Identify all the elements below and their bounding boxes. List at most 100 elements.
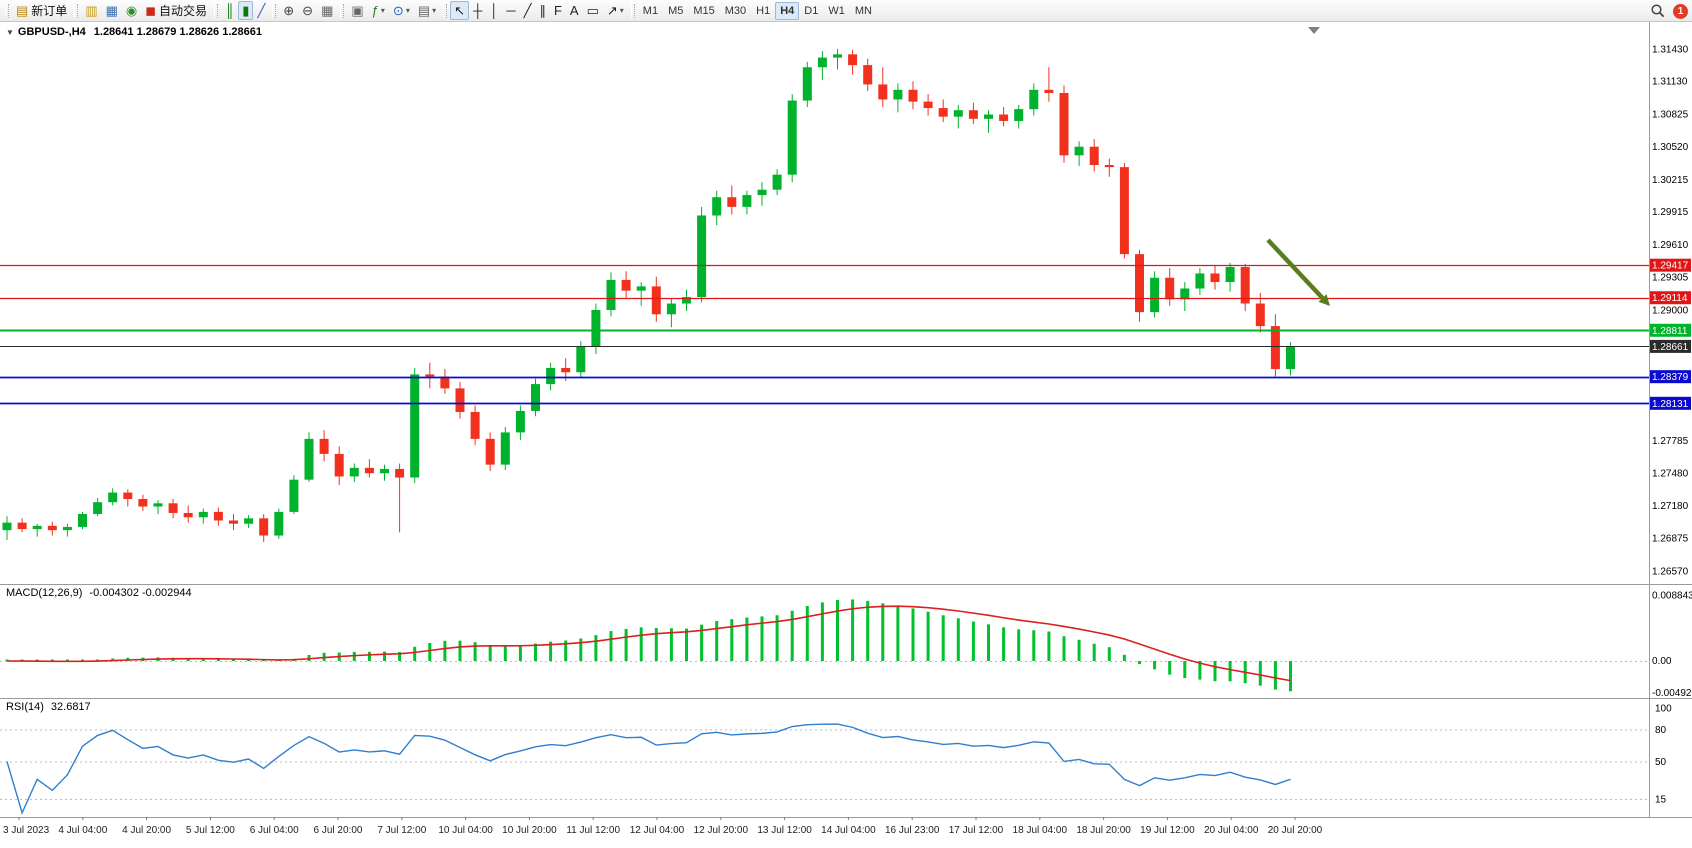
arrows-button[interactable]: ↗ ▾ bbox=[603, 1, 628, 20]
candlestick[interactable] bbox=[621, 271, 631, 299]
candlestick[interactable] bbox=[289, 475, 299, 515]
candlestick[interactable] bbox=[304, 432, 314, 482]
candlestick[interactable] bbox=[440, 369, 450, 394]
candlestick[interactable] bbox=[1074, 141, 1084, 167]
label-button[interactable]: ▭ bbox=[583, 1, 603, 20]
candlestick[interactable] bbox=[395, 463, 405, 533]
timeframe-m1-button[interactable]: M1 bbox=[642, 4, 659, 17]
candlestick[interactable] bbox=[515, 405, 525, 440]
candlestick[interactable] bbox=[908, 81, 918, 110]
candlestick[interactable] bbox=[636, 282, 646, 306]
candlestick[interactable] bbox=[1150, 271, 1160, 318]
candlestick[interactable] bbox=[1059, 85, 1069, 163]
chart-shift-marker[interactable] bbox=[1308, 27, 1320, 34]
candlestick[interactable] bbox=[1195, 268, 1205, 295]
candlestick[interactable] bbox=[2, 516, 12, 540]
candlestick[interactable] bbox=[802, 61, 812, 107]
candlestick[interactable] bbox=[183, 505, 193, 523]
candlestick[interactable] bbox=[697, 206, 707, 303]
candlestick[interactable] bbox=[1255, 292, 1265, 333]
candlestick[interactable] bbox=[968, 102, 978, 125]
candlestick[interactable] bbox=[606, 272, 616, 317]
candlestick[interactable] bbox=[455, 381, 465, 419]
fibonacci-button[interactable]: F bbox=[550, 1, 566, 20]
candlestick[interactable] bbox=[817, 51, 827, 81]
candlestick[interactable] bbox=[1029, 83, 1039, 116]
candlestick[interactable] bbox=[425, 362, 435, 389]
candlestick[interactable] bbox=[1104, 158, 1114, 177]
candlestick[interactable] bbox=[17, 518, 27, 533]
candlestick[interactable] bbox=[546, 362, 556, 391]
candlestick[interactable] bbox=[500, 427, 510, 471]
timeframe-h4-button[interactable]: H4 bbox=[775, 1, 800, 20]
toolbar-grip[interactable] bbox=[340, 3, 345, 18]
symbol-dropdown-icon[interactable]: ▼ bbox=[6, 28, 14, 37]
candlestick[interactable] bbox=[742, 190, 752, 215]
candlestick[interactable] bbox=[1180, 282, 1190, 312]
candlestick[interactable] bbox=[62, 523, 72, 537]
candlestick[interactable] bbox=[470, 405, 480, 446]
search-icon[interactable] bbox=[1650, 3, 1666, 19]
toolbar-grip[interactable] bbox=[272, 3, 277, 18]
candlestick[interactable] bbox=[1014, 104, 1024, 129]
notification-badge[interactable]: 1 bbox=[1673, 3, 1688, 19]
candlestick[interactable] bbox=[123, 489, 133, 507]
text-button[interactable]: A bbox=[566, 1, 583, 20]
timeframe-h1-button[interactable]: H1 bbox=[756, 4, 771, 17]
trendline-button[interactable]: ╱ bbox=[520, 1, 536, 20]
price-chart[interactable]: 1.31430 1.31130 1.30825 1.30520 1.30215 1.299… bbox=[0, 22, 1692, 848]
toolbar-grip[interactable] bbox=[74, 3, 79, 18]
timeframe-m30-button[interactable]: M30 bbox=[724, 4, 747, 17]
candlestick[interactable] bbox=[651, 276, 661, 322]
zoom-in-button[interactable]: ⊕ bbox=[279, 1, 298, 20]
candlestick[interactable] bbox=[78, 511, 87, 530]
candlestick[interactable] bbox=[893, 83, 903, 113]
new-order-button[interactable]: ▤ 新订单 bbox=[12, 1, 71, 20]
candlestick[interactable] bbox=[984, 110, 993, 133]
candlestick[interactable] bbox=[1270, 314, 1280, 377]
horizontal-line-button[interactable]: ─ bbox=[502, 1, 519, 20]
candlestick[interactable] bbox=[93, 497, 103, 517]
candlestick[interactable] bbox=[410, 367, 420, 483]
channel-button[interactable]: ∥ bbox=[535, 1, 550, 20]
timeframe-m15-button[interactable]: M15 bbox=[693, 4, 715, 17]
candlestick[interactable] bbox=[349, 463, 359, 482]
zoom-out-button[interactable]: ⊖ bbox=[298, 1, 317, 20]
candlestick[interactable] bbox=[1135, 249, 1144, 322]
bar-chart-button[interactable]: ║ bbox=[221, 1, 238, 20]
toolbar-grip[interactable] bbox=[630, 3, 635, 18]
price-axis[interactable]: 1.31430 1.31130 1.30825 1.30520 1.30215 1.299… bbox=[1650, 45, 1692, 806]
line-chart-button[interactable]: ╱ bbox=[253, 1, 269, 20]
candlestick[interactable] bbox=[923, 94, 933, 116]
candlestick[interactable] bbox=[213, 507, 223, 526]
candlestick[interactable] bbox=[1286, 342, 1295, 376]
candlestick[interactable] bbox=[1089, 139, 1099, 172]
profiles-button[interactable]: ▥ bbox=[81, 1, 101, 20]
candlestick[interactable] bbox=[727, 185, 737, 215]
candlestick[interactable] bbox=[47, 521, 57, 536]
candlestick[interactable] bbox=[666, 298, 676, 328]
autotrading-button[interactable]: ◼ 自动交易 bbox=[141, 1, 211, 20]
timeframe-w1-button[interactable]: W1 bbox=[828, 4, 845, 17]
candlestick[interactable] bbox=[364, 459, 374, 478]
candlestick[interactable] bbox=[319, 430, 329, 462]
crosshair-button[interactable]: ┼ bbox=[469, 1, 486, 20]
candlestick[interactable] bbox=[244, 515, 254, 529]
arrange-windows-button[interactable]: ▣ bbox=[347, 1, 367, 20]
candlestick[interactable] bbox=[772, 169, 782, 196]
time-axis[interactable]: 3 Jul 2023 4 Jul 04:00 4 Jul 20:00 5 Jul 12… bbox=[3, 817, 1323, 836]
candlestick[interactable] bbox=[229, 514, 238, 531]
candlestick[interactable] bbox=[576, 341, 586, 378]
trend-arrow-annotation[interactable] bbox=[1266, 238, 1330, 306]
candlestick[interactable] bbox=[380, 464, 389, 481]
candlestick[interactable] bbox=[848, 50, 858, 75]
candlestick[interactable] bbox=[259, 514, 269, 542]
templates-button[interactable]: ▤ ▾ bbox=[414, 1, 440, 20]
candlestick[interactable] bbox=[32, 523, 42, 537]
candlestick[interactable] bbox=[938, 99, 948, 123]
candlestick[interactable] bbox=[591, 303, 601, 355]
timeframe-mn-button[interactable]: MN bbox=[854, 4, 872, 17]
toolbar-grip[interactable] bbox=[5, 3, 9, 18]
candlestick[interactable] bbox=[1240, 263, 1250, 312]
navigator-button[interactable]: ◉ bbox=[122, 1, 141, 20]
